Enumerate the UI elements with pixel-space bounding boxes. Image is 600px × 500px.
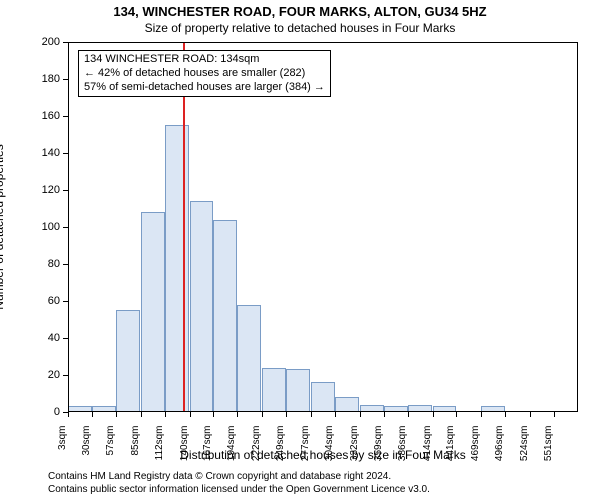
plot-border	[68, 42, 578, 412]
y-axis-label: Number of detached properties	[0, 42, 6, 412]
plot-area: 134 WINCHESTER ROAD: 134sqm← 42% of deta…	[68, 42, 578, 412]
y-tick-mark	[63, 79, 68, 80]
y-tick-mark	[63, 338, 68, 339]
footer: Contains HM Land Registry data © Crown c…	[48, 471, 590, 496]
title: 134, WINCHESTER ROAD, FOUR MARKS, ALTON,…	[0, 4, 600, 19]
footer-line-2: Contains public sector information licen…	[48, 484, 590, 497]
y-tick-mark	[63, 153, 68, 154]
y-tick-mark	[63, 227, 68, 228]
x-tick-mark	[530, 412, 531, 417]
subtitle: Size of property relative to detached ho…	[0, 21, 600, 35]
y-tick-mark	[63, 375, 68, 376]
y-tick-label: 0	[24, 406, 60, 418]
x-tick-mark	[384, 412, 385, 417]
y-tick-label: 60	[24, 295, 60, 307]
x-tick-mark	[311, 412, 312, 417]
x-tick-mark	[554, 412, 555, 417]
x-tick-mark	[165, 412, 166, 417]
y-tick-label: 80	[24, 258, 60, 270]
x-tick-mark	[237, 412, 238, 417]
x-tick-mark	[213, 412, 214, 417]
x-tick-mark	[505, 412, 506, 417]
x-tick-label: 3sqm	[57, 426, 68, 474]
x-tick-mark	[433, 412, 434, 417]
y-tick-label: 180	[24, 73, 60, 85]
x-tick-mark	[286, 412, 287, 417]
x-tick-mark	[116, 412, 117, 417]
y-tick-mark	[63, 42, 68, 43]
x-tick-mark	[408, 412, 409, 417]
footer-line-1: Contains HM Land Registry data © Crown c…	[48, 471, 590, 484]
figure: 134, WINCHESTER ROAD, FOUR MARKS, ALTON,…	[0, 0, 600, 500]
y-tick-label: 200	[24, 36, 60, 48]
x-tick-mark	[360, 412, 361, 417]
y-tick-label: 20	[24, 369, 60, 381]
x-tick-mark	[481, 412, 482, 417]
x-axis-label: Distribution of detached houses by size …	[68, 448, 578, 462]
x-tick-mark	[190, 412, 191, 417]
x-tick-mark	[141, 412, 142, 417]
x-tick-mark	[262, 412, 263, 417]
y-tick-label: 140	[24, 147, 60, 159]
y-tick-mark	[63, 190, 68, 191]
y-tick-label: 160	[24, 110, 60, 122]
x-tick-mark	[68, 412, 69, 417]
y-tick-label: 120	[24, 184, 60, 196]
y-tick-mark	[63, 301, 68, 302]
x-tick-mark	[92, 412, 93, 417]
y-tick-label: 40	[24, 332, 60, 344]
y-tick-label: 100	[24, 221, 60, 233]
x-tick-mark	[335, 412, 336, 417]
x-tick-mark	[456, 412, 457, 417]
y-tick-mark	[63, 116, 68, 117]
y-tick-mark	[63, 264, 68, 265]
